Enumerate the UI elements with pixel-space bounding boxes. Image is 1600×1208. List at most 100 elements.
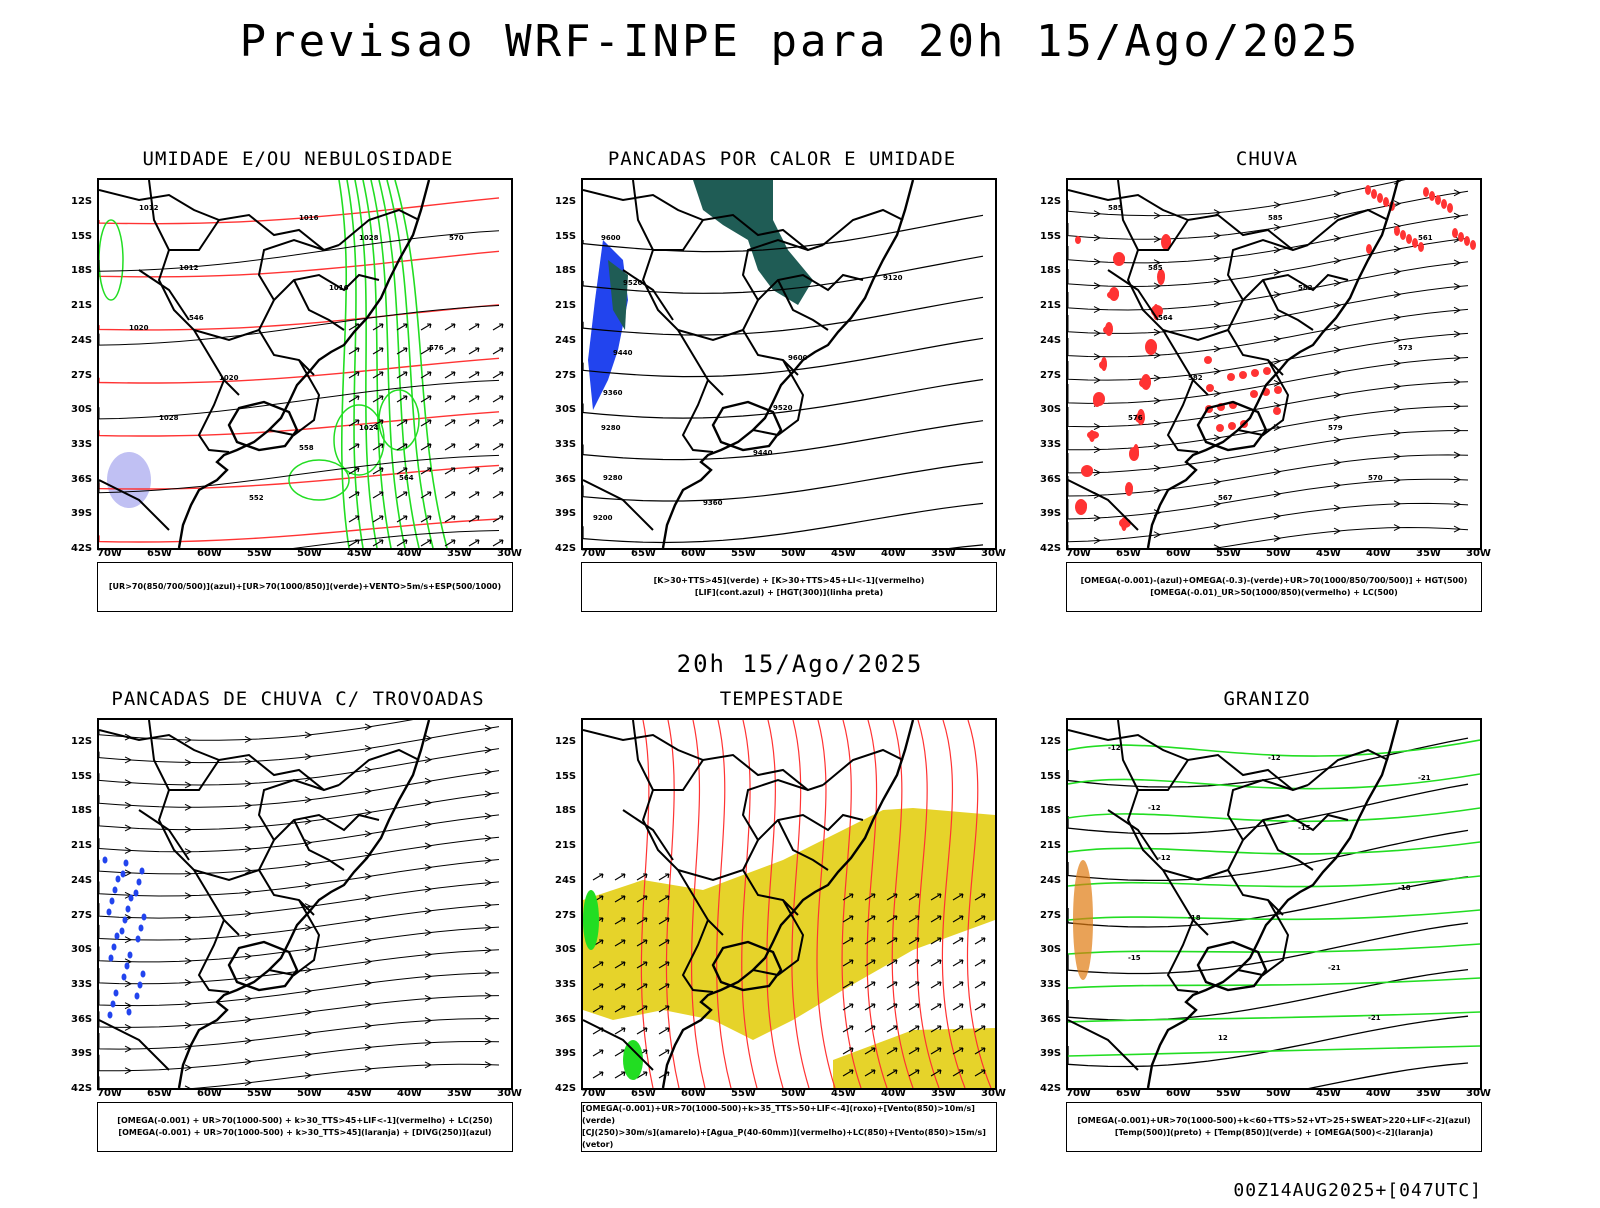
wind-vector (468, 443, 480, 451)
wind-vector (492, 491, 504, 499)
contour-line (292, 530, 500, 548)
wind-850-area (623, 1040, 643, 1080)
flow-arrow (304, 881, 313, 889)
state-border (293, 819, 345, 871)
flow-arrow (1213, 232, 1222, 240)
lat-tick-label: 18S (1040, 805, 1062, 817)
wind-vector (468, 515, 480, 523)
contour-line (99, 305, 500, 346)
flow-arrow (1273, 534, 1282, 542)
flow-arrow (364, 723, 373, 731)
streamline (716, 720, 732, 1088)
lat-tick-label: 21S (71, 840, 93, 852)
temp-850-contour (1068, 1011, 1480, 1023)
thunderstorm-area (141, 913, 147, 921)
lat-tick-label: 33S (555, 979, 577, 991)
flow-arrow (1153, 351, 1162, 359)
flow-arrow (1213, 434, 1222, 442)
lat-tick-label: 39S (555, 1048, 577, 1060)
flow-arrow (1093, 423, 1102, 431)
green-region (99, 219, 124, 301)
contour-label: 9120 (883, 274, 903, 282)
lon-tick-label: 30W (981, 1088, 1006, 1099)
wind-vector (592, 1071, 604, 1079)
streamline (1068, 454, 1469, 497)
panel-pancadas-calor: PANCADAS POR CALOR E UMIDADE 9600 9520 944… (555, 148, 1006, 668)
lon-tick-label: 70W (581, 548, 606, 559)
streamline (941, 720, 966, 1088)
wind-vector (636, 983, 648, 991)
rain-area (1452, 228, 1458, 238)
wind-vector (974, 1069, 986, 1077)
contour-label: 582 (1188, 374, 1203, 382)
flow-arrow (124, 824, 133, 832)
wind-vector (420, 443, 432, 451)
flow-arrow (1093, 258, 1102, 266)
flow-arrow (424, 929, 433, 937)
lat-tick-label: 21S (555, 840, 577, 852)
panel-umidade: UMIDADE E/OU NEBULOSIDADE 1012 1012 1016 10… (71, 148, 522, 668)
wind-vector (420, 419, 432, 427)
flow-arrow (1393, 406, 1402, 414)
humidity-contour-green (354, 180, 378, 548)
map-canvas (99, 720, 500, 1088)
flow-arrow (1093, 537, 1102, 544)
flow-arrow (304, 987, 313, 995)
contour-label: -12 (1108, 744, 1121, 752)
lat-tick-label: 15S (1040, 770, 1062, 782)
humidity-contour-green (362, 180, 392, 548)
state-border (1107, 809, 1159, 861)
coastline (177, 720, 431, 1088)
contour-line (583, 214, 984, 253)
streamline (690, 720, 706, 1088)
contour-label: 1028 (159, 414, 179, 422)
flow-arrow (124, 847, 133, 854)
flow-arrow (304, 1071, 313, 1079)
contour-line (583, 420, 984, 461)
contour-line (583, 502, 984, 544)
temp-850-contour (1068, 841, 1480, 855)
contour-line (583, 337, 984, 378)
flow-arrow (1153, 374, 1162, 382)
state-border (1138, 759, 1189, 791)
lat-tick-label: 21S (1040, 840, 1062, 852)
wind-vector (952, 893, 964, 901)
flow-arrow (184, 1000, 193, 1008)
state-border (1226, 778, 1294, 841)
humidity-area-blue (107, 452, 151, 508)
lat-tick-label: 12S (1040, 736, 1062, 747)
wind-vector (864, 1069, 876, 1077)
wind-vector (614, 983, 626, 991)
panel-title: PANCADAS POR CALOR E UMIDADE (607, 148, 957, 170)
wind-vector (614, 917, 626, 925)
thunderstorm-area (136, 878, 142, 886)
wind-vector (348, 419, 360, 427)
wind-vector (974, 981, 986, 989)
flow-arrow (1453, 283, 1462, 290)
humidity-contour-green (370, 180, 406, 548)
streamline (1068, 190, 1469, 240)
flow-arrow (364, 1022, 373, 1030)
coastline (661, 720, 915, 1088)
contour-label: 9280 (603, 474, 623, 482)
flow-arrow (1093, 446, 1102, 454)
lon-tick-label: 50W (781, 1088, 806, 1099)
temp-850-contour (1068, 739, 1480, 757)
flow-arrow (1213, 323, 1222, 330)
lon-tick-label: 55W (1216, 548, 1241, 559)
wind-vector (592, 1005, 604, 1013)
wind-vector (420, 395, 432, 403)
streamline (866, 720, 888, 1088)
flow-arrow (184, 736, 193, 744)
wind-vector (636, 917, 648, 925)
flow-arrow (484, 724, 493, 732)
wind-vector (420, 515, 432, 523)
wind-vector (864, 981, 876, 989)
flow-arrow (1153, 442, 1162, 450)
state-border (293, 279, 345, 331)
flow-arrow (484, 879, 493, 887)
streamline (99, 1040, 500, 1072)
rain-area (1239, 371, 1247, 379)
wind-vector (908, 1069, 920, 1077)
flow-arrow (1333, 413, 1342, 421)
